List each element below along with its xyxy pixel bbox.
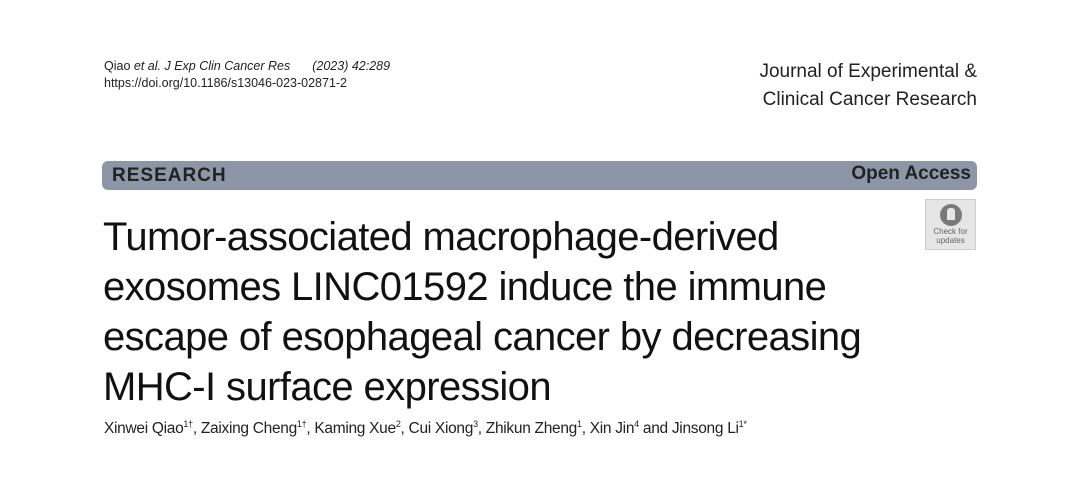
article-type-banner: RESEARCH Open Access bbox=[102, 161, 977, 190]
author[interactable]: Cui Xiong3 bbox=[408, 419, 479, 438]
title-line: MHC-I surface expression bbox=[103, 365, 552, 409]
author-name: Jinsong Li bbox=[671, 420, 739, 438]
author-name: Cui Xiong bbox=[408, 420, 474, 438]
citation-year-volume: (2023) 42:289 bbox=[312, 59, 391, 73]
badge-line1: Check for bbox=[933, 227, 968, 236]
author-affiliation: 3 bbox=[473, 419, 478, 429]
author-affiliation: 1 bbox=[576, 419, 582, 429]
journal-name-line2: Clinical Cancer Research bbox=[762, 89, 977, 110]
article-title: Tumor-associated macrophage-derived exos… bbox=[103, 212, 923, 412]
author[interactable]: Zaixing Cheng1† bbox=[200, 419, 307, 438]
author-separator: , bbox=[477, 420, 486, 438]
doi-link[interactable]: https://doi.org/10.1186/s13046-023-02871… bbox=[104, 76, 348, 90]
check-for-updates-button[interactable]: Check for updates bbox=[925, 199, 976, 250]
author-affiliation: 1† bbox=[296, 419, 307, 429]
author[interactable]: Kaming Xue2 bbox=[314, 419, 401, 438]
citation-etal: et al. bbox=[133, 59, 161, 73]
author[interactable]: Zhikun Zheng1 bbox=[485, 419, 582, 438]
author-affiliation: 4 bbox=[634, 419, 639, 429]
citation: Qiao et al. J Exp Clin Cancer Res (2023) … bbox=[104, 58, 390, 92]
author-name: Xin Jin bbox=[589, 420, 635, 438]
citation-author: Qiao bbox=[104, 59, 131, 73]
author-separator: , bbox=[192, 420, 201, 438]
author-affiliation: 1* bbox=[738, 419, 747, 429]
author-name: Zhikun Zheng bbox=[485, 420, 577, 438]
author[interactable]: Jinsong Li1* bbox=[671, 419, 747, 438]
author-name: Kaming Xue bbox=[314, 420, 396, 438]
author-separator: , bbox=[306, 420, 315, 438]
author[interactable]: Xin Jin4 bbox=[589, 419, 639, 438]
title-line: Tumor-associated macrophage-derived bbox=[103, 215, 779, 259]
open-access-label: Open Access bbox=[851, 163, 971, 184]
author-name: Zaixing Cheng bbox=[200, 420, 297, 438]
citation-journal: J Exp Clin Cancer Res bbox=[164, 59, 291, 73]
journal-name-line1: Journal of Experimental & bbox=[759, 61, 977, 82]
author-name: Xinwei Qiao bbox=[104, 420, 184, 438]
badge-line2: updates bbox=[936, 236, 965, 245]
journal-name: Journal of Experimental & Clinical Cance… bbox=[759, 58, 977, 114]
author-separator: and bbox=[638, 420, 672, 438]
author-separator: , bbox=[400, 420, 409, 438]
author-affiliation: 2 bbox=[395, 419, 401, 429]
author-affiliation: 1† bbox=[183, 419, 193, 429]
author-separator: , bbox=[581, 420, 590, 438]
title-line: escape of esophageal cancer by decreasin… bbox=[103, 315, 862, 359]
title-line: exosomes LINC01592 induce the immune bbox=[103, 265, 827, 309]
article-type: RESEARCH bbox=[112, 165, 227, 186]
crossmark-icon bbox=[939, 204, 962, 226]
author[interactable]: Xinwei Qiao1† bbox=[104, 419, 193, 438]
author-list: Xinwei Qiao1†, Zaixing Cheng1†, Kaming X… bbox=[104, 419, 747, 438]
